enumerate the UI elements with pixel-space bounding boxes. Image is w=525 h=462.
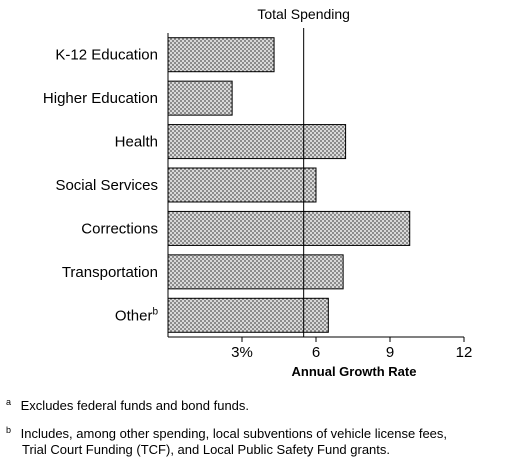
growth-chart: K-12 Education Higher Education Health Soci… [43,6,473,379]
category-label: Health [115,134,158,151]
category-label: Transportation [62,264,158,281]
category-superscript: b [152,306,158,317]
bar [167,297,329,333]
bar [167,254,344,290]
footnote-a-marker: a [6,397,12,407]
category-label: Higher Education [43,90,158,107]
bar [167,80,233,116]
category-label: Corrections [81,220,158,237]
footnote-a-text: Excludes federal funds and bond funds. [20,398,250,414]
bar [167,124,347,160]
footnote-b-marker: b [6,425,12,435]
x-tick-label: 12 [456,344,473,361]
bar [167,37,275,73]
reference-line-label: Total Spending [257,6,350,22]
bar [167,210,411,246]
bar [167,167,317,203]
footnote-b: b Includes, among other spending, local … [6,422,447,458]
x-tick-label: 6 [312,344,320,361]
x-tick-label: 9 [386,344,394,361]
x-axis-title: Annual Growth Rate [292,364,417,379]
footnote-b-continuation: Trial Court Funding (TCF), and Local Pub… [22,442,391,458]
x-tick-label: 3% [231,344,253,361]
category-label: Social Services [55,177,158,194]
footnote-a: a Excludes federal funds and bond funds. [6,394,249,414]
footnote-b-text: Includes, among other spending, local su… [20,426,448,442]
category-label: K-12 Education [55,47,158,64]
category-label: Otherb [115,306,159,324]
